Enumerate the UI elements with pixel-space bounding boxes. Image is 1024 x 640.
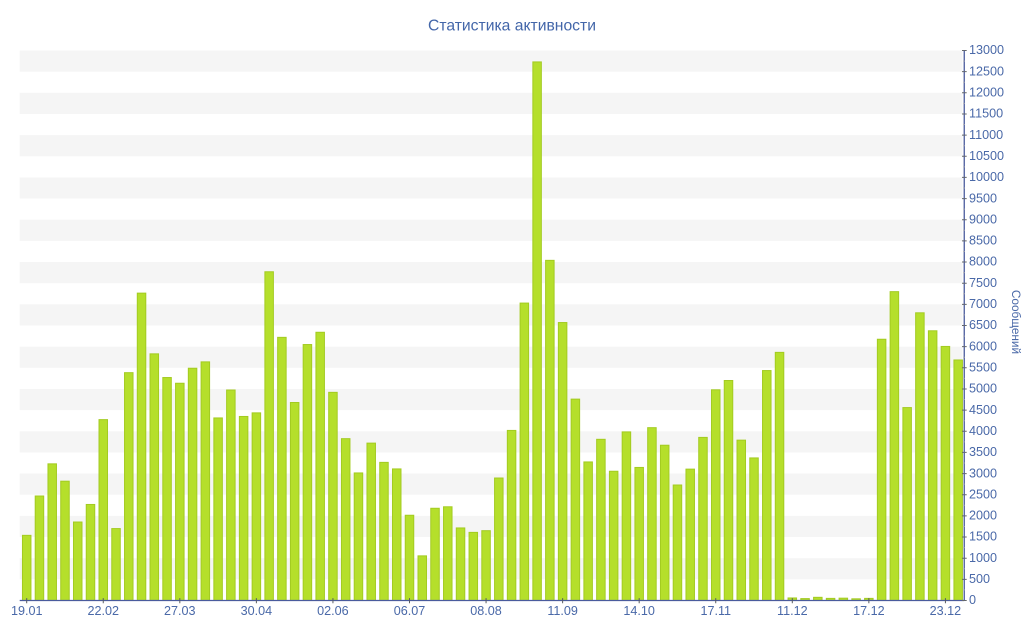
svg-text:0: 0 xyxy=(969,593,976,607)
svg-text:1000: 1000 xyxy=(969,551,997,565)
svg-text:9000: 9000 xyxy=(969,212,997,226)
svg-text:2500: 2500 xyxy=(969,487,997,501)
svg-text:7000: 7000 xyxy=(969,297,997,311)
svg-text:5500: 5500 xyxy=(969,361,997,375)
svg-text:27.03: 27.03 xyxy=(164,604,196,618)
svg-text:11000: 11000 xyxy=(969,128,1003,142)
svg-text:13000: 13000 xyxy=(969,43,1004,57)
svg-text:06.07: 06.07 xyxy=(394,604,426,618)
svg-text:17.12: 17.12 xyxy=(853,604,885,618)
svg-text:08.08: 08.08 xyxy=(470,604,502,618)
svg-text:4000: 4000 xyxy=(969,424,997,438)
svg-text:2000: 2000 xyxy=(969,509,997,523)
svg-text:11.12: 11.12 xyxy=(777,604,808,618)
svg-text:10000: 10000 xyxy=(969,170,1004,184)
svg-text:3500: 3500 xyxy=(969,445,997,459)
svg-text:23.12: 23.12 xyxy=(930,604,962,618)
svg-text:6500: 6500 xyxy=(969,318,997,332)
svg-text:12000: 12000 xyxy=(969,86,1004,100)
svg-text:30.04: 30.04 xyxy=(241,604,273,618)
svg-text:14.10: 14.10 xyxy=(623,604,655,618)
svg-text:5000: 5000 xyxy=(969,382,997,396)
svg-text:19.01: 19.01 xyxy=(11,604,43,618)
svg-text:3000: 3000 xyxy=(969,466,997,480)
svg-text:02.06: 02.06 xyxy=(317,604,349,618)
svg-text:11500: 11500 xyxy=(969,107,1003,121)
svg-text:12500: 12500 xyxy=(969,64,1004,78)
svg-text:Сообщений: Сообщений xyxy=(1009,290,1023,354)
svg-text:1500: 1500 xyxy=(969,530,997,544)
svg-text:8500: 8500 xyxy=(969,234,997,248)
svg-text:11.09: 11.09 xyxy=(547,604,578,618)
svg-text:Статистика активности: Статистика активности xyxy=(428,18,596,35)
svg-text:22.02: 22.02 xyxy=(88,604,120,618)
svg-text:9500: 9500 xyxy=(969,191,997,205)
svg-text:500: 500 xyxy=(969,572,990,586)
svg-text:6000: 6000 xyxy=(969,339,997,353)
svg-text:17.11: 17.11 xyxy=(700,604,731,618)
svg-text:4500: 4500 xyxy=(969,403,997,417)
svg-text:8000: 8000 xyxy=(969,255,997,269)
svg-text:7500: 7500 xyxy=(969,276,997,290)
svg-text:10500: 10500 xyxy=(969,149,1004,163)
